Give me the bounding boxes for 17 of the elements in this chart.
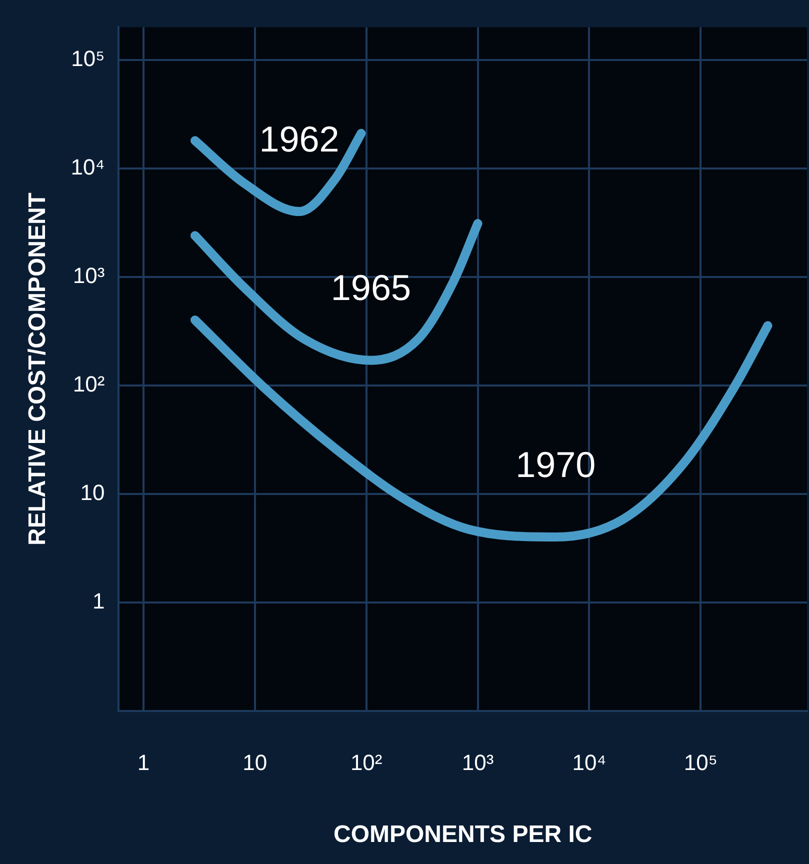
series-label: 1962 xyxy=(259,118,340,160)
y-tick-label: 10⁵ xyxy=(71,46,105,71)
x-tick-label: 10³ xyxy=(462,750,494,776)
x-axis-title: COMPONENTS PER IC xyxy=(334,821,592,848)
x-tick-label: 10² xyxy=(350,750,382,776)
y-tick-label: 10⁴ xyxy=(70,154,105,180)
series-label: 1970 xyxy=(516,444,596,485)
x-tick-label: 10⁴ xyxy=(572,750,606,776)
y-tick-label: 10² xyxy=(72,371,105,396)
y-tick-label: 1 xyxy=(92,588,105,614)
x-tick-label: 10⁵ xyxy=(684,750,718,776)
y-tick-label: 10³ xyxy=(72,262,105,288)
y-axis-title: RELATIVE COST/COMPONENT xyxy=(24,192,52,546)
x-tick-label: 10 xyxy=(242,750,268,776)
series-label: 1965 xyxy=(330,267,411,308)
y-tick-label: 10 xyxy=(80,480,105,505)
x-tick-label: 1 xyxy=(137,750,150,776)
